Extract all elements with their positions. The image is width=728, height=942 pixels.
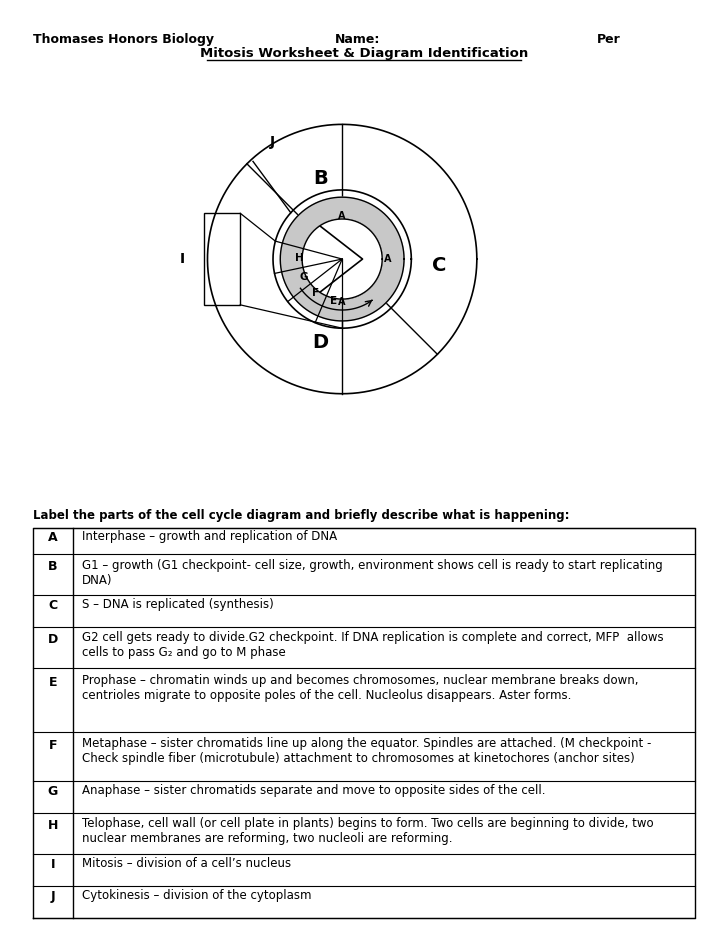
Text: H: H — [295, 252, 304, 263]
Text: Per: Per — [597, 33, 621, 46]
Text: B: B — [313, 169, 328, 187]
Text: A: A — [339, 211, 346, 220]
Text: A: A — [48, 531, 58, 544]
Text: I: I — [179, 252, 185, 266]
Text: Telophase, cell wall (or cell plate in plants) begins to form. Two cells are beg: Telophase, cell wall (or cell plate in p… — [82, 818, 653, 845]
Text: C: C — [48, 599, 58, 612]
Text: F: F — [49, 739, 57, 752]
Bar — [204, 213, 240, 305]
Text: G1 – growth (G1 checkpoint- cell size, growth, environment shows cell is ready t: G1 – growth (G1 checkpoint- cell size, g… — [82, 559, 662, 587]
Text: G: G — [47, 785, 58, 798]
Text: Label the parts of the cell cycle diagram and briefly describe what is happening: Label the parts of the cell cycle diagra… — [33, 509, 569, 522]
Text: Mitosis Worksheet & Diagram Identification: Mitosis Worksheet & Diagram Identificati… — [200, 47, 528, 60]
Text: H: H — [47, 819, 58, 832]
Text: Cytokinesis – division of the cytoplasm: Cytokinesis – division of the cytoplasm — [82, 889, 311, 902]
Text: Metaphase – sister chromatids line up along the equator. Spindles are attached. : Metaphase – sister chromatids line up al… — [82, 738, 651, 765]
Text: J: J — [50, 890, 55, 903]
Text: Thomases Honors Biology: Thomases Honors Biology — [33, 33, 214, 46]
Text: E: E — [330, 296, 337, 306]
Text: Name:: Name: — [335, 33, 380, 46]
Polygon shape — [280, 197, 404, 321]
Polygon shape — [302, 219, 382, 300]
Text: D: D — [47, 632, 58, 645]
Text: A: A — [384, 254, 392, 264]
Text: C: C — [432, 256, 446, 275]
Text: S – DNA is replicated (synthesis): S – DNA is replicated (synthesis) — [82, 598, 273, 611]
Text: E: E — [49, 676, 57, 690]
Text: D: D — [312, 333, 328, 352]
Text: G: G — [299, 272, 307, 283]
Text: Anaphase – sister chromatids separate and move to opposite sides of the cell.: Anaphase – sister chromatids separate an… — [82, 784, 545, 797]
Text: G2 cell gets ready to divide.G2 checkpoint. If DNA replication is complete and c: G2 cell gets ready to divide.G2 checkpoi… — [82, 631, 663, 659]
Text: Prophase – chromatin winds up and becomes chromosomes, nuclear membrane breaks d: Prophase – chromatin winds up and become… — [82, 674, 638, 732]
Text: Interphase – growth and replication of DNA: Interphase – growth and replication of D… — [82, 530, 336, 544]
Text: I: I — [50, 858, 55, 871]
Text: B: B — [48, 560, 58, 573]
Text: J: J — [269, 135, 274, 149]
Text: Mitosis – division of a cell’s nucleus: Mitosis – division of a cell’s nucleus — [82, 857, 290, 870]
Text: F: F — [312, 288, 320, 298]
Text: A: A — [339, 298, 346, 307]
